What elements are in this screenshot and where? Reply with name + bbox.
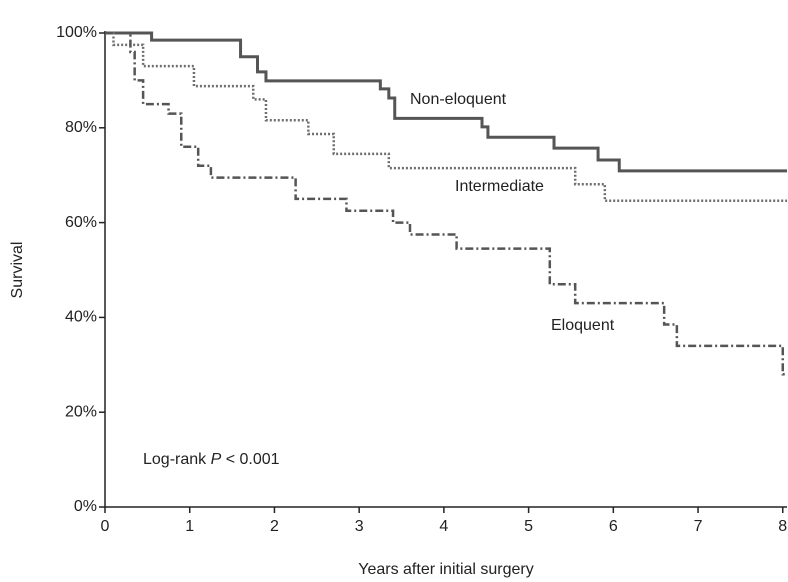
series-label: Intermediate: [455, 178, 544, 195]
x-tick-label: 3: [355, 518, 364, 535]
x-tick-label: 0: [101, 518, 110, 535]
survival-line: [105, 31, 787, 173]
x-axis-label: Years after initial surgery: [358, 561, 534, 578]
y-tick-label: 60%: [65, 214, 97, 231]
y-tick-label: 80%: [65, 119, 97, 136]
x-tick-label: 6: [609, 518, 618, 535]
annotation-part: < 0.001: [221, 451, 279, 468]
survival-line: [105, 31, 787, 376]
survival-line: [105, 31, 787, 203]
y-tick-label: 20%: [65, 403, 97, 420]
annotation-part: Log-rank: [143, 451, 211, 468]
x-tick-label: 8: [778, 518, 787, 535]
x-tick-label: 4: [439, 518, 448, 535]
annotation: Log-rank P < 0.001: [143, 451, 280, 468]
x-tick-label: 1: [185, 518, 194, 535]
x-tick-label: 7: [694, 518, 703, 535]
y-tick-label: 100%: [56, 24, 97, 41]
annotation-part: P: [211, 451, 222, 468]
y-tick-label: 40%: [65, 309, 97, 326]
series-label: Non-eloquent: [410, 91, 507, 108]
y-tick-label: 0%: [74, 498, 97, 515]
x-tick-label: 5: [524, 518, 533, 535]
y-axis-label: Survival: [9, 242, 26, 299]
series-label: Eloquent: [551, 317, 615, 334]
x-tick-label: 2: [270, 518, 279, 535]
